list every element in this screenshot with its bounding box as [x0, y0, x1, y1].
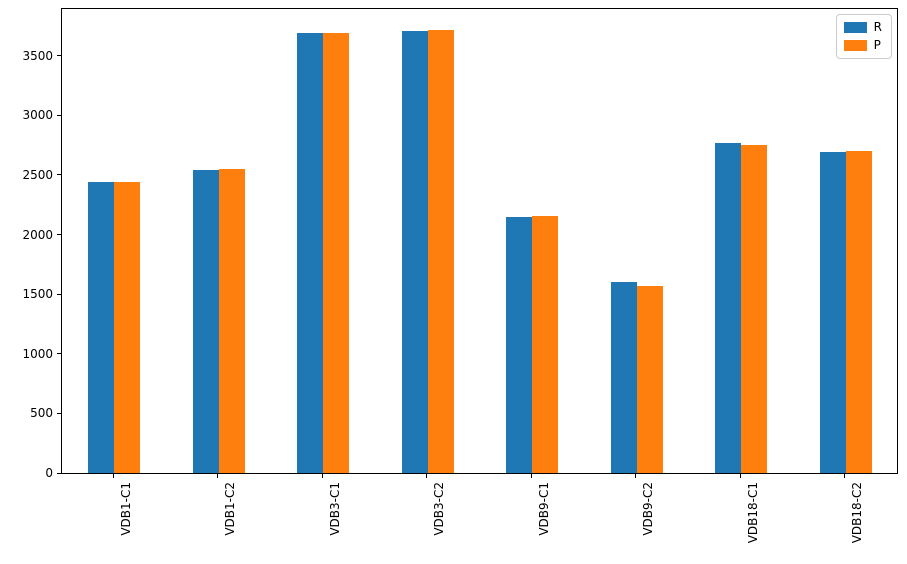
x-axis-tick-label: VDB1-C1 — [118, 482, 133, 536]
y-axis: 0 500 1000 1500 2000 2500 3000 3500 — [0, 8, 61, 480]
y-axis-tick-label: 1500 — [22, 287, 53, 302]
bar-r-vdb3-c1 — [297, 33, 324, 473]
y-axis-tick-label: 500 — [30, 406, 53, 421]
y-axis-tick-label: 3500 — [22, 48, 53, 63]
legend-entry-r: R — [843, 20, 882, 34]
x-axis-tick-label: VDB9-C2 — [641, 482, 656, 536]
y-axis-tick-mark — [57, 55, 61, 57]
y-axis-tick-mark — [57, 353, 61, 355]
legend-swatch-r-icon — [843, 22, 867, 33]
bar-r-vdb9-c1 — [506, 216, 533, 473]
bar-r-vdb1-c1 — [88, 182, 115, 473]
bar-r-vdb1-c2 — [192, 169, 219, 473]
y-axis-tick-mark — [57, 234, 61, 236]
y-axis-tick-label: 0 — [45, 466, 53, 480]
y-axis-tick-label: 2000 — [22, 227, 53, 242]
bar-p-vdb3-c2 — [427, 30, 454, 473]
y-axis-tick-mark — [57, 174, 61, 176]
y-axis-tick-label: 2500 — [22, 167, 53, 182]
bar-p-vdb3-c1 — [323, 33, 350, 473]
y-axis-tick-label: 3000 — [22, 108, 53, 123]
y-axis-tick-mark — [57, 412, 61, 414]
bar-p-vdb9-c2 — [636, 285, 663, 473]
legend-entry-p: P — [843, 38, 882, 52]
bar-r-vdb18-c1 — [715, 143, 742, 473]
x-axis: VDB1-C1 VDB1-C2 VDB3-C1 VDB3-C2 VDB9-C1 VDB9-… — [61, 473, 897, 564]
y-axis-tick-mark — [57, 114, 61, 116]
x-axis-tick-label: VDB3-C2 — [432, 482, 447, 536]
y-axis-tick-label: 1000 — [22, 346, 53, 361]
x-axis-tick-mark — [112, 474, 114, 478]
x-axis-tick-mark — [739, 474, 741, 478]
legend: R P — [835, 14, 892, 59]
bar-r-vdb18-c2 — [819, 152, 846, 473]
x-axis-tick-mark — [530, 474, 532, 478]
x-axis-tick-mark — [321, 474, 323, 478]
x-axis-tick-label: VDB18-C1 — [745, 482, 760, 544]
x-axis-tick-mark — [844, 474, 846, 478]
bar-p-vdb18-c1 — [741, 144, 768, 473]
x-axis-tick-label: VDB1-C2 — [223, 482, 238, 536]
y-axis-tick-mark — [57, 293, 61, 295]
x-axis-tick-mark — [217, 474, 219, 478]
legend-label-r: R — [873, 20, 882, 34]
bar-p-vdb1-c2 — [218, 168, 245, 473]
x-axis-tick-label: VDB18-C2 — [850, 482, 865, 544]
bar-r-vdb3-c2 — [401, 31, 428, 473]
x-axis-tick-mark — [426, 474, 428, 478]
bar-p-vdb1-c1 — [114, 182, 141, 473]
y-axis-tick-mark — [57, 472, 61, 474]
bar-p-vdb18-c2 — [845, 151, 872, 473]
bar-r-vdb9-c2 — [610, 281, 637, 473]
legend-swatch-p-icon — [843, 40, 867, 51]
plot-area: R P — [61, 8, 898, 474]
legend-label-p: P — [873, 38, 881, 52]
x-axis-tick-label: VDB9-C1 — [536, 482, 551, 536]
x-axis-tick-mark — [635, 474, 637, 478]
bar-p-vdb9-c1 — [532, 216, 559, 473]
x-axis-tick-label: VDB3-C1 — [327, 482, 342, 536]
